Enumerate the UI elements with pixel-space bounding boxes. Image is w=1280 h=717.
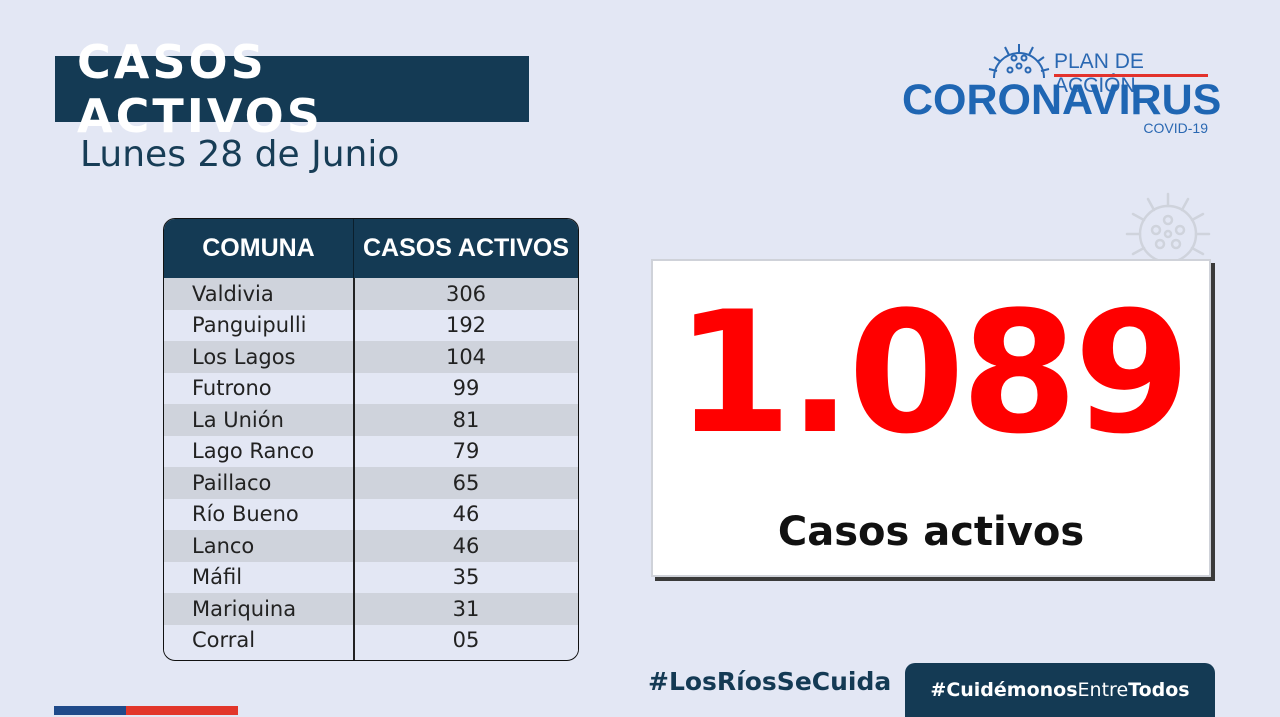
date-label: Lunes 28 de Junio: [80, 134, 400, 175]
logo-covid-text: COVID-19: [1143, 120, 1208, 136]
casos-cell: 104: [445, 344, 487, 369]
table-row: Futrono 99: [164, 372, 578, 404]
logo-plan-text: PLAN DE ACCIÓN: [1054, 50, 1144, 97]
cases-table: COMUNA CASOS ACTIVOS Valdivia 306 Panguip…: [163, 218, 579, 661]
comuna-cell: Panguipulli: [192, 313, 307, 338]
table-header: COMUNA CASOS ACTIVOS: [164, 219, 578, 278]
comuna-cell: Los Lagos: [192, 344, 296, 369]
plan-de-accion-logo: PLAN DE ACCIÓN CORONAVIRUS COVID-19: [900, 38, 1221, 138]
comuna-cell: Río Bueno: [192, 502, 299, 527]
table-row: Corral 05: [164, 624, 578, 656]
casos-cell: 99: [452, 376, 480, 401]
casos-cell: 46: [452, 533, 480, 558]
casos-cell: 05: [452, 628, 480, 653]
footer-bar-red: [126, 706, 238, 715]
casos-cell: 46: [452, 502, 480, 527]
column-header-casos: CASOS ACTIVOS: [362, 234, 570, 262]
table-row: Los Lagos 104: [164, 341, 578, 373]
comuna-cell: Futrono: [192, 376, 272, 401]
casos-cell: 79: [452, 439, 480, 464]
hashtag-cuidemonos: #Cuidémonos Entre Todos: [905, 663, 1215, 717]
page-title: CASOS ACTIVOS: [77, 35, 323, 143]
total-cases-card: 1.089 Casos activos: [651, 259, 1211, 577]
column-header-comuna: COMUNA: [164, 219, 354, 278]
casos-cell: 65: [452, 470, 480, 495]
coronavirus-icon: [1125, 192, 1211, 260]
casos-cell: 31: [452, 596, 480, 621]
logo-coronavirus-text: CORONAVIRUS: [902, 76, 1222, 124]
total-cases-label: Casos activos: [777, 509, 1085, 555]
table-row: Paillaco 65: [164, 467, 578, 499]
comuna-cell: Lago Ranco: [192, 439, 315, 464]
casos-cell: 35: [452, 565, 480, 590]
comuna-cell: Corral: [192, 628, 256, 653]
table-row: Panguipulli 192: [164, 309, 578, 341]
table-row: Valdivia 306: [164, 278, 578, 310]
table-row: Lago Ranco 79: [164, 435, 578, 467]
comuna-cell: Lanco: [192, 533, 255, 558]
hashtag2-part1: #Cuidémonos: [930, 679, 1078, 701]
comuna-cell: Paillaco: [192, 470, 272, 495]
comuna-cell: Valdivia: [192, 281, 274, 306]
table-body: Valdivia 306 Panguipulli 192 Los Lagos 104 …: [164, 278, 578, 660]
table-row: Mariquina 31: [164, 593, 578, 625]
comuna-cell: Máfil: [192, 565, 243, 590]
table-row: Río Bueno 46: [164, 498, 578, 530]
table-row: Lanco 46: [164, 530, 578, 562]
total-cases-value: 1.089: [675, 275, 1190, 471]
table-row: La Unión 81: [164, 404, 578, 436]
hashtag2-part3: Todos: [1128, 679, 1190, 701]
logo-divider: [1054, 74, 1208, 77]
title-banner: CASOS ACTIVOS: [55, 35, 529, 143]
footer-bar-blue: [54, 706, 126, 715]
table-row: Máfil 35: [164, 561, 578, 593]
comuna-cell: La Unión: [192, 407, 284, 432]
hashtag2-part2: Entre: [1077, 679, 1129, 701]
casos-cell: 81: [452, 407, 480, 432]
hashtag-los-rios: #LosRíosSeCuida: [648, 667, 892, 696]
comuna-cell: Mariquina: [192, 596, 297, 621]
casos-cell: 306: [445, 281, 487, 306]
coronavirus-icon: [988, 44, 1050, 79]
casos-cell: 192: [445, 313, 487, 338]
